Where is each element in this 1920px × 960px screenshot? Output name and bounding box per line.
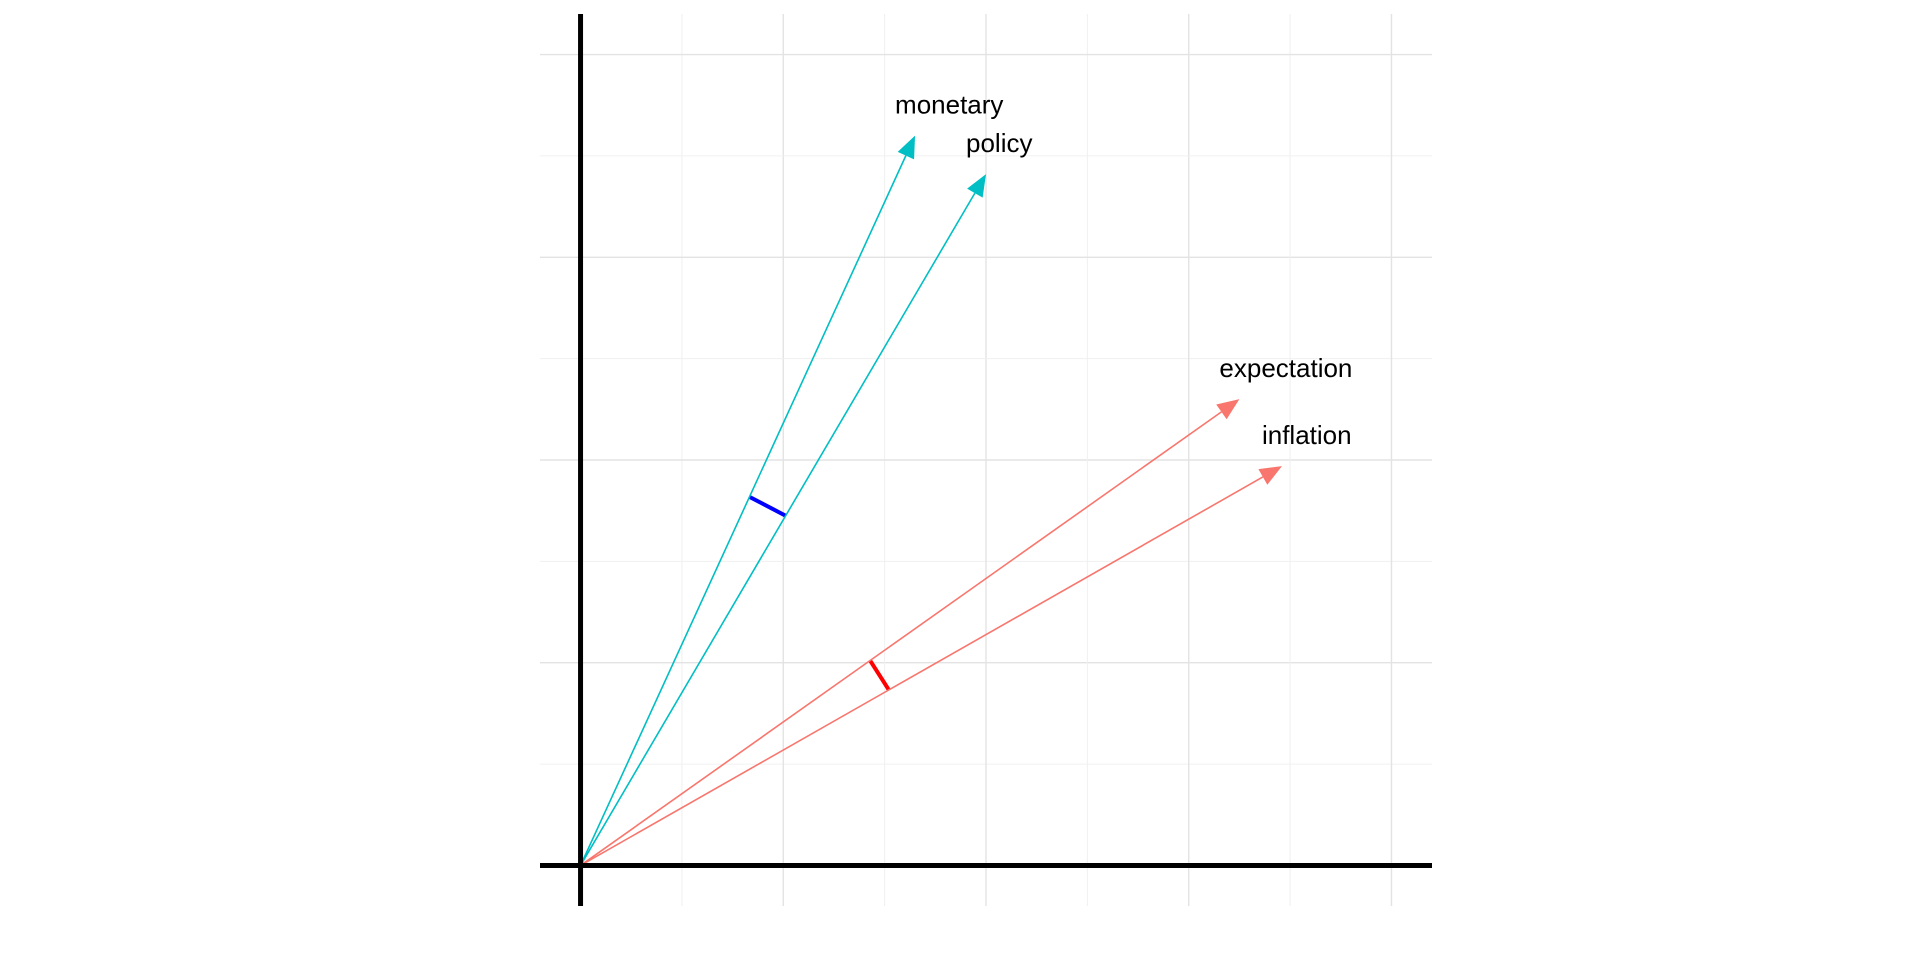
angle-markers — [748, 495, 891, 691]
vector-arrowhead-expectation — [1216, 399, 1240, 420]
angle-marker-monetary-policy — [748, 495, 787, 518]
vector-arrowhead-policy — [967, 174, 986, 198]
vector-label-inflation: inflation — [1262, 420, 1352, 450]
vector-arrowhead-monetary — [897, 135, 916, 160]
vector-shaft-monetary — [579, 155, 907, 866]
vector-arrowhead-inflation — [1258, 466, 1282, 485]
vector-shaft-inflation — [580, 476, 1264, 867]
vector-label-expectation: expectation — [1219, 353, 1352, 383]
vector-shaft-expectation — [580, 411, 1222, 867]
grid-lines — [540, 14, 1432, 906]
axes — [540, 14, 1432, 906]
vector-shaft-policy — [579, 192, 976, 866]
vector-label-policy: policy — [966, 128, 1032, 158]
angle-marker-expectation-inflation — [868, 659, 891, 691]
vectors — [579, 135, 1282, 867]
vector-label-monetary: monetary — [895, 90, 1003, 120]
vector-labels: monetary policy expectation inflation — [895, 90, 1352, 450]
